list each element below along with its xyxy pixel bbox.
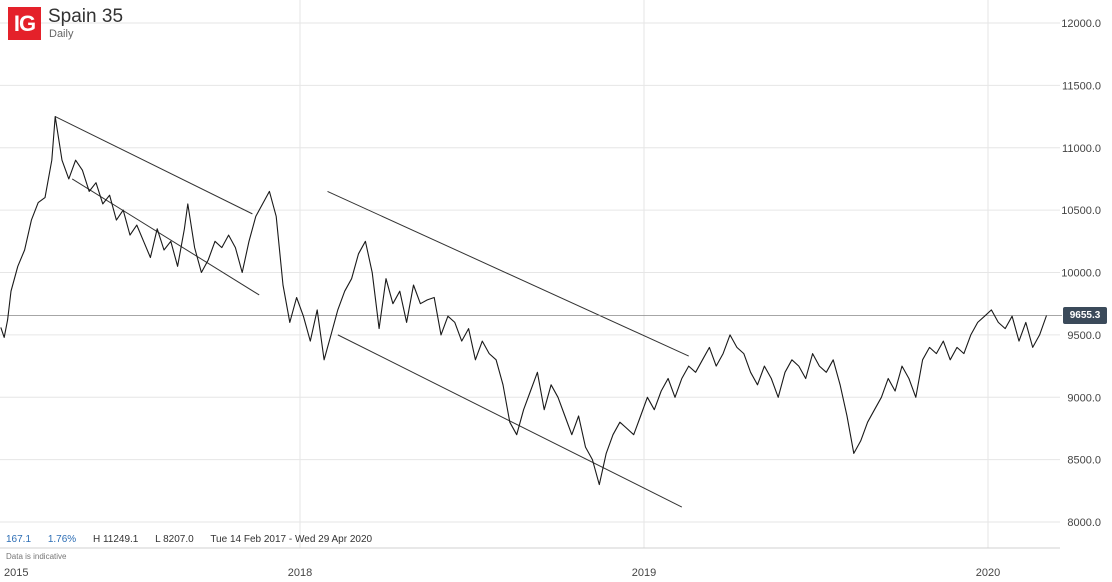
x-tick-label: 2020 [976, 567, 1000, 579]
y-tick-label: 9000.0 [1067, 392, 1101, 404]
x-tick-label: 2018 [288, 567, 312, 579]
y-tick-label: 8000.0 [1067, 517, 1101, 529]
y-tick-label: 10000.0 [1061, 268, 1101, 280]
instrument-title: Spain 35 [48, 6, 124, 27]
price-series-line [0, 116, 1048, 486]
low-value: L 8207.0 [155, 534, 194, 545]
change-percent: 1.76% [47, 534, 77, 545]
disclaimer-note: Data is indicative [6, 552, 67, 561]
change-value: 167.1 [6, 534, 32, 545]
x-tick-label: 2019 [632, 567, 656, 579]
date-range: Tue 14 Feb 2017 - Wed 29 Apr 2020 [210, 534, 373, 545]
current-price-badge: 9655.3 [1063, 307, 1107, 324]
y-tick-label: 10500.0 [1061, 205, 1101, 217]
high-value: H 11249.1 [92, 534, 139, 545]
trendline [327, 190, 689, 357]
trendline [71, 178, 260, 296]
y-tick-label: 12000.0 [1061, 18, 1101, 30]
stats-bar: 167.1 1.76% H 11249.1 L 8207.0 Tue 14 Fe… [6, 534, 386, 545]
y-tick-label: 11500.0 [1062, 80, 1101, 92]
y-tick-label: 9500.0 [1067, 330, 1101, 342]
trendline [54, 116, 253, 215]
ig-logo: IG [8, 7, 41, 40]
y-tick-label: 11000.0 [1062, 143, 1101, 155]
y-tick-label: 8500.0 [1067, 455, 1101, 467]
x-tick-label: 2015 [4, 567, 28, 579]
timeframe-label: Daily [49, 28, 74, 40]
